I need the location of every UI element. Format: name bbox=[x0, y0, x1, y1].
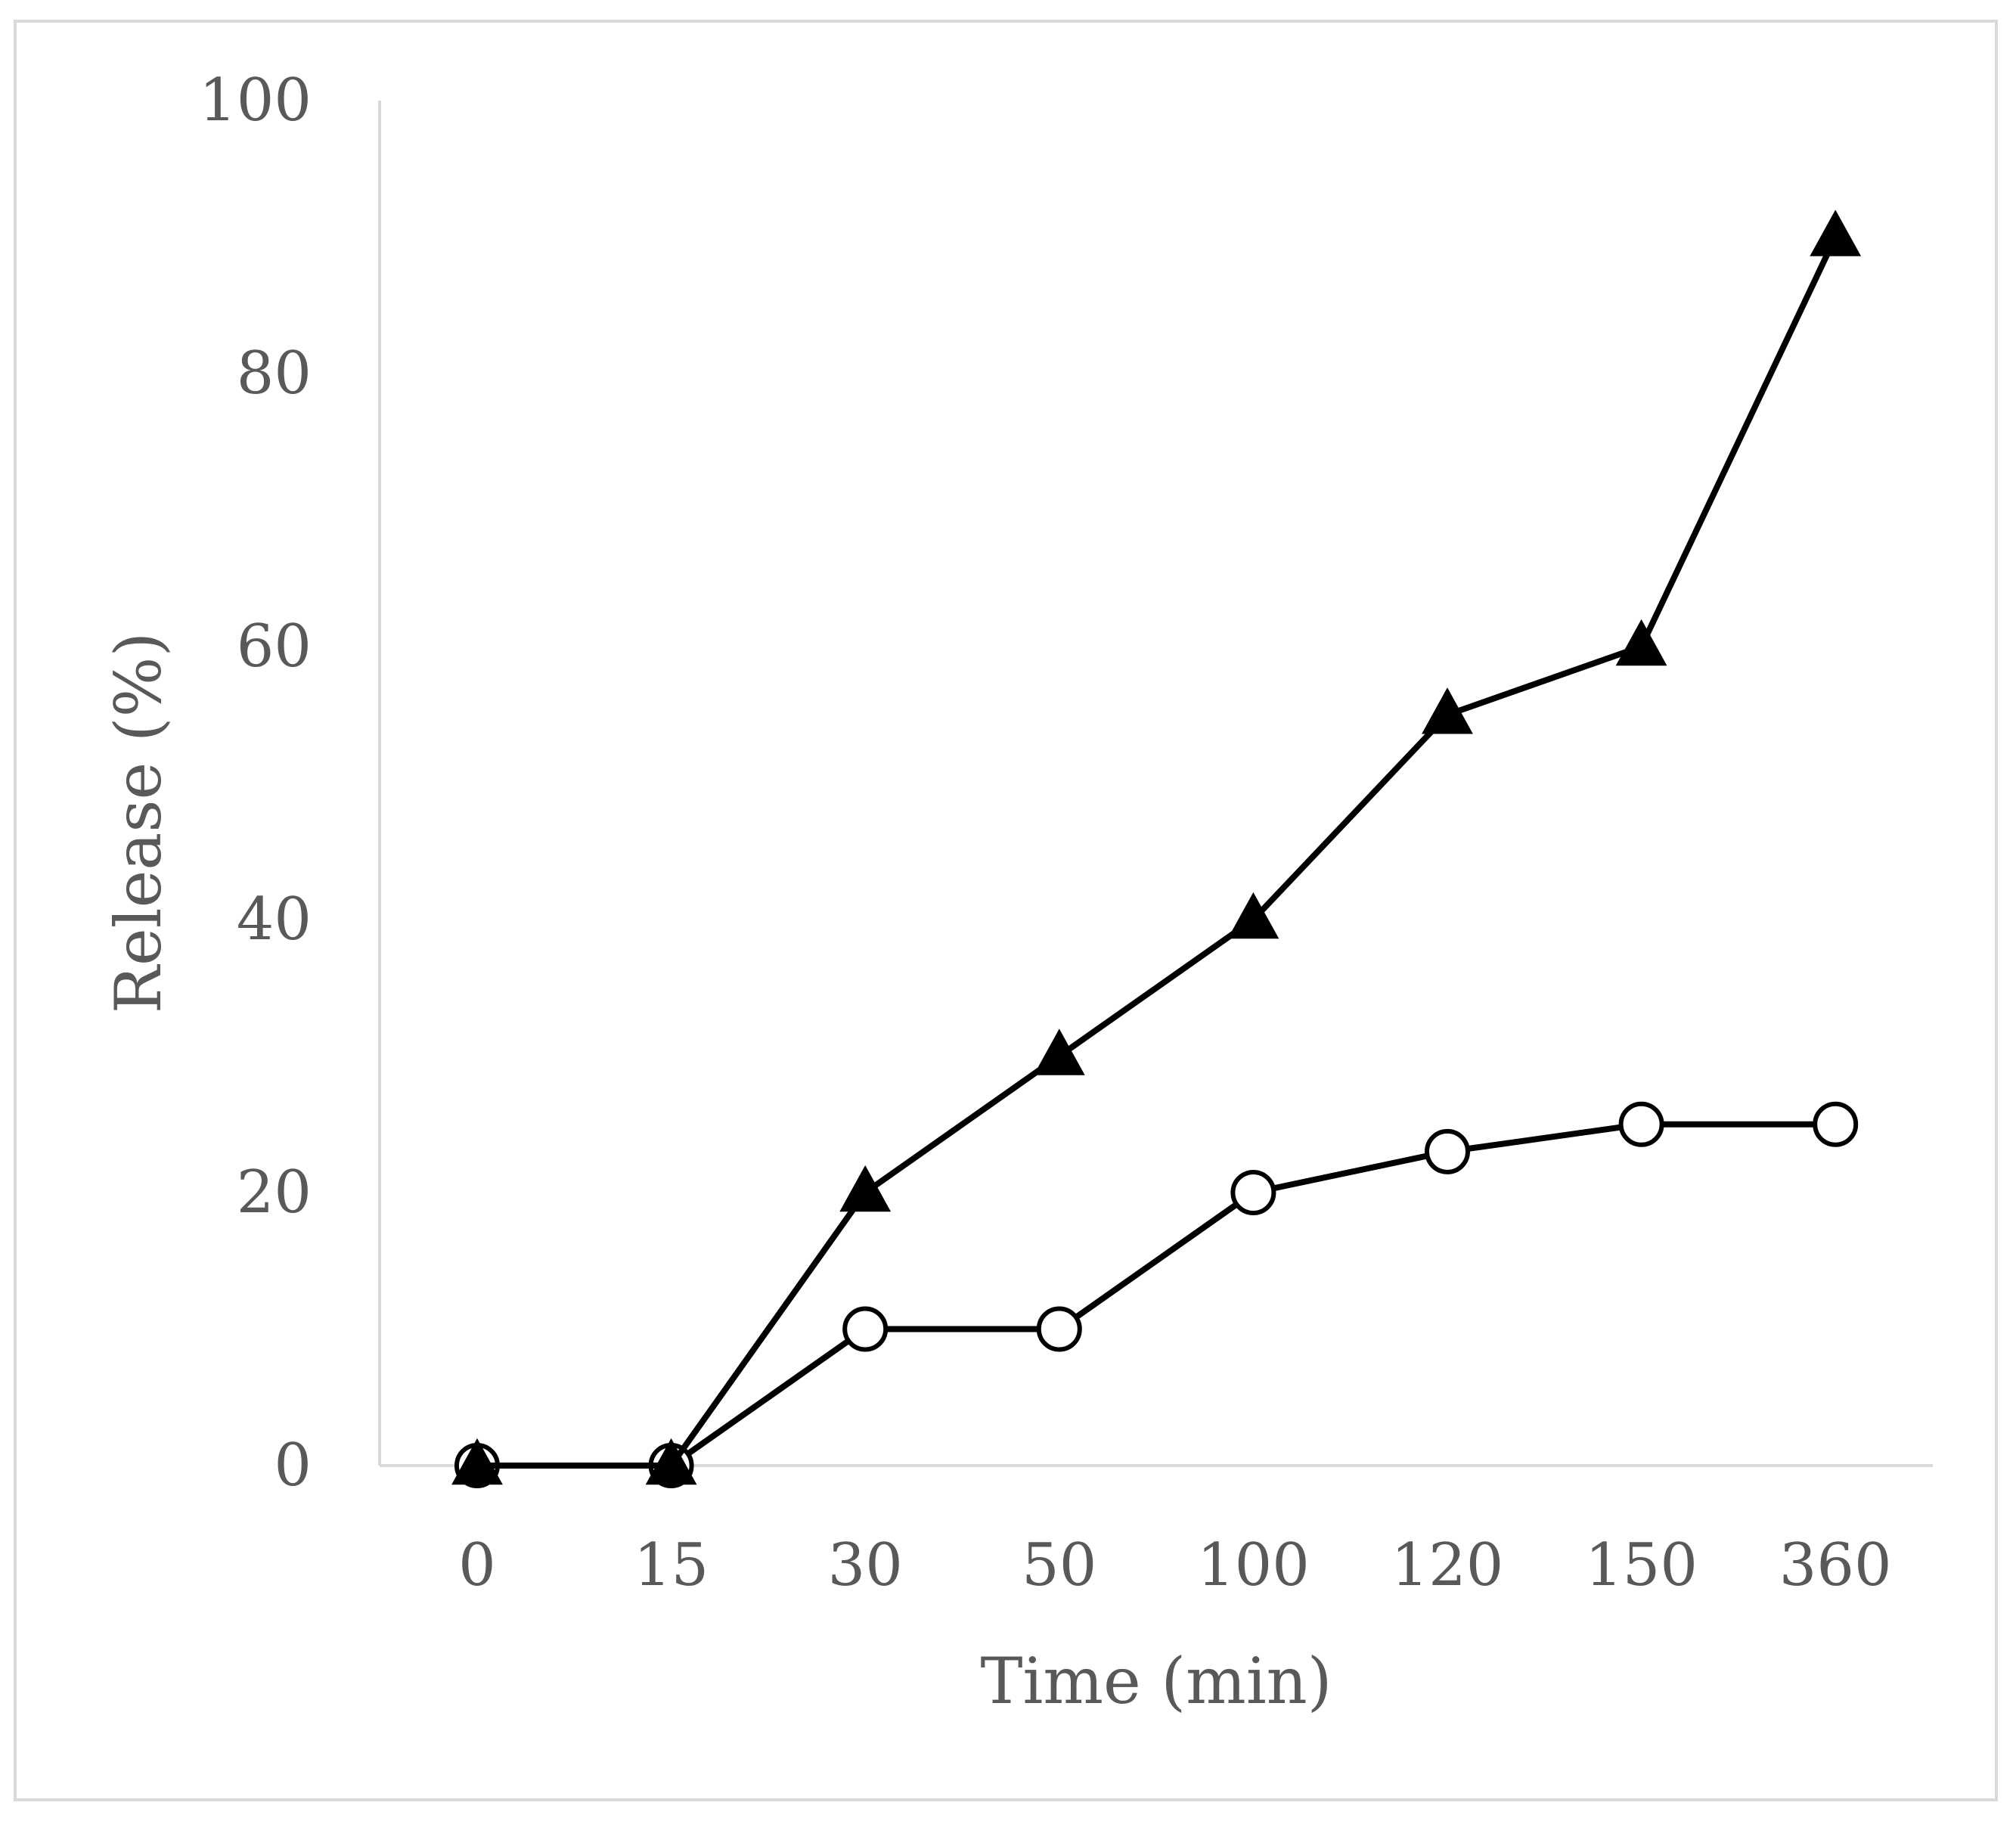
x-tick-label: 360 bbox=[1779, 1531, 1892, 1599]
circle-marker bbox=[1618, 1101, 1664, 1147]
chart-frame bbox=[14, 20, 1998, 1801]
circle-marker bbox=[842, 1306, 889, 1352]
triangle-marker bbox=[1810, 209, 1862, 256]
triangle-marker bbox=[451, 1438, 503, 1485]
x-tick-label: 30 bbox=[828, 1531, 903, 1599]
x-tick-label: 15 bbox=[634, 1531, 709, 1599]
circle-series-line bbox=[477, 1121, 1836, 1469]
triangle-marker bbox=[1422, 687, 1473, 734]
y-tick-label: 40 bbox=[237, 886, 312, 954]
y-tick-label: 20 bbox=[237, 1159, 312, 1227]
circle-marker bbox=[1036, 1306, 1082, 1352]
x-tick-label: 150 bbox=[1585, 1531, 1698, 1599]
x-axis-title: Time (min) bbox=[980, 1644, 1332, 1718]
y-axis-title: Release (%) bbox=[101, 632, 175, 1014]
series-layer bbox=[451, 209, 1862, 1488]
y-tick-labels: 0 20 40 60 80 100 bbox=[199, 67, 312, 1500]
x-tick-label: 100 bbox=[1197, 1531, 1310, 1599]
triangle-marker bbox=[1227, 892, 1279, 939]
x-tick-labels: 0 15 30 50 100 120 150 360 bbox=[458, 1531, 1891, 1599]
triangle-marker bbox=[1615, 619, 1667, 666]
circle-series bbox=[454, 1101, 1859, 1488]
circle-marker bbox=[1425, 1128, 1470, 1174]
x-tick-label: 0 bbox=[458, 1531, 496, 1599]
y-tick-label: 0 bbox=[274, 1432, 312, 1500]
circle-marker bbox=[1813, 1101, 1859, 1147]
x-tick-label: 50 bbox=[1022, 1531, 1096, 1599]
y-tick-label: 100 bbox=[199, 67, 312, 135]
x-tick-label: 120 bbox=[1391, 1531, 1504, 1599]
triangle-series-line bbox=[477, 235, 1838, 1469]
triangle-series bbox=[451, 209, 1862, 1485]
y-tick-label: 80 bbox=[237, 340, 312, 408]
triangle-marker bbox=[1033, 1028, 1085, 1075]
triangle-marker bbox=[645, 1438, 697, 1485]
y-tick-label: 60 bbox=[237, 613, 312, 681]
circle-marker bbox=[1230, 1170, 1276, 1215]
triangle-marker bbox=[839, 1165, 892, 1212]
